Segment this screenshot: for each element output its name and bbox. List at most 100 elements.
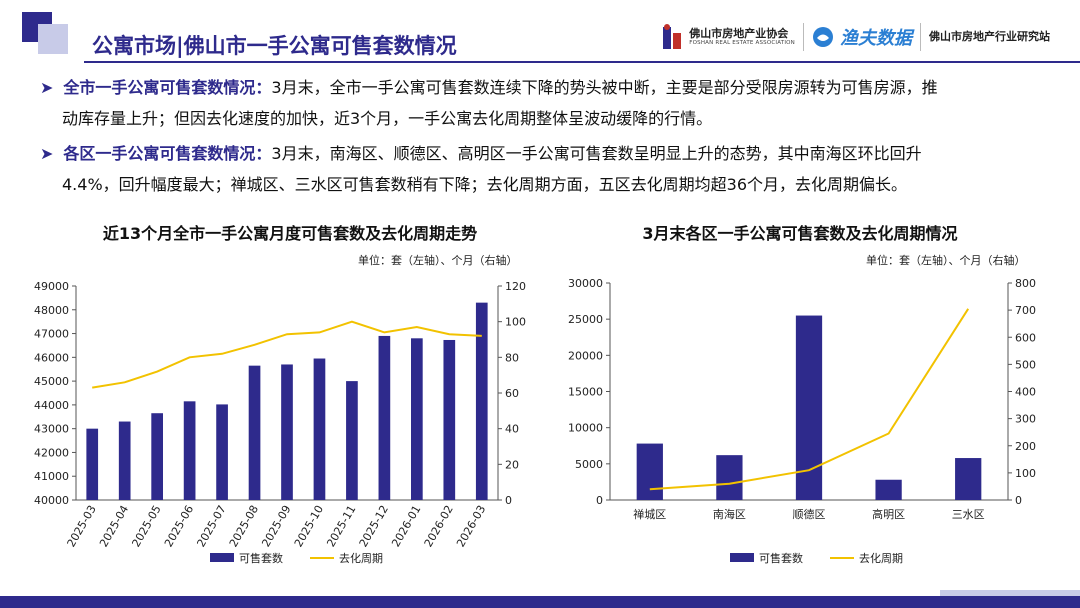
- association-logo: 佛山市房地产业协会 FOSHAN REAL ESTATE ASSOCIATION: [661, 23, 795, 51]
- chart1-x-tick-label: 2026-02: [422, 503, 456, 549]
- fisher-data-icon: [813, 27, 833, 47]
- chart1-line-series: [92, 320, 482, 389]
- chart2-x-tick-label: 三水区: [952, 508, 985, 521]
- bullet-text-line2: 动库存量上升；但因去化速度的加快，近3个月，一手公寓去化周期整体呈波动缓降的行情…: [62, 109, 713, 128]
- chart1-y-left-tick-label: 47000: [34, 328, 69, 341]
- chart1-y-left-tick-label: 48000: [34, 304, 69, 317]
- chart1-bar: [443, 339, 456, 500]
- chart1-legend-line-label: 去化周期: [339, 551, 383, 565]
- chart1-bar: [313, 358, 326, 500]
- chart2-title: 3月末各区一手公寓可售套数及去化周期情况: [642, 224, 958, 243]
- chart1-bar: [378, 335, 391, 500]
- chart2-y-left-tick-label: 25000: [568, 313, 603, 326]
- chart1-y-right-tick-label: 0: [505, 494, 512, 507]
- chart1-x-tick-label: 2026-03: [454, 503, 488, 549]
- chart1-unit-note: 单位：套（左轴）、个月（右轴）: [358, 254, 518, 267]
- chart1-y-right-tick-label: 60: [505, 387, 519, 400]
- footer-accent: [940, 590, 1080, 596]
- chart2-legend-bar-label: 可售套数: [759, 551, 803, 565]
- chart1-x-tick-label: 2025-07: [194, 503, 228, 549]
- chart1-bar: [475, 302, 488, 500]
- chart1-legend-bar-label: 可售套数: [239, 551, 283, 565]
- chart1-x-tick-label: 2025-11: [324, 503, 358, 549]
- chart2-y-left-tick-label: 0: [596, 494, 603, 507]
- footer-bar: [0, 596, 1080, 608]
- chart1-x-tick-label: 2025-12: [357, 503, 391, 549]
- chart1-x-tick-label: 2025-06: [162, 503, 196, 549]
- chart2-y-right-tick-label: 500: [1015, 358, 1036, 371]
- chart1-legend-bar-swatch: [210, 553, 234, 562]
- chart1-bar: [411, 338, 423, 500]
- chart1-y-left-tick-label: 40000: [34, 494, 69, 507]
- logo-separator: [803, 23, 804, 51]
- header-logos: 佛山市房地产业协会 FOSHAN REAL ESTATE ASSOCIATION…: [661, 20, 1050, 54]
- chart1-bar: [183, 401, 196, 500]
- chart2-x-tick-label: 顺德区: [793, 507, 826, 521]
- association-logo-icon: [663, 24, 682, 49]
- chart1-title: 近13个月全市一手公寓月度可售套数及去化周期走势: [102, 224, 478, 243]
- chart2-y-left-tick-label: 15000: [568, 386, 603, 399]
- chart2-y-left-tick-label: 20000: [568, 349, 603, 362]
- chart1-x-tick-label: 2025-05: [130, 503, 164, 549]
- chart2-y-right-tick-label: 300: [1015, 413, 1036, 426]
- chart1-y-left-tick-label: 45000: [34, 375, 69, 388]
- fisher-data-name: 渔夫数据: [840, 28, 912, 49]
- chart-district-inventory: 0 5000 10000 15000 20000 25000 30000 0 100 200 300…: [568, 277, 1036, 565]
- chart2-y-right-tick-label: 0: [1015, 494, 1022, 507]
- chart1-y-right-tick-label: 120: [505, 280, 526, 293]
- chart1-y-left-tick-label: 42000: [34, 446, 69, 459]
- page-title: 公寓市场|佛山市一手公寓可售套数情况: [92, 34, 457, 58]
- chart2-x-tick-label: 高明区: [872, 507, 905, 521]
- chart2-legend-line-label: 去化周期: [859, 551, 903, 565]
- chart2-y-left-tick-label: 30000: [568, 277, 603, 290]
- bullet-text-line1: 3月末，全市一手公寓可售套数连续下降的势头被中断，主要是部分受限房源转为可售房源…: [271, 78, 938, 97]
- chart2-y-left-tick-label: 5000: [575, 458, 603, 471]
- chart2-bar: [716, 455, 743, 500]
- chart1-y-right-tick-label: 40: [505, 423, 519, 436]
- chart1-x-tick-label: 2025-04: [97, 503, 131, 549]
- chart1-y-left-tick-label: 41000: [34, 470, 69, 483]
- chart1-x-tick-label: 2025-03: [65, 503, 99, 549]
- chart1-y-left-tick-label: 46000: [34, 351, 69, 364]
- chart2-y-left-tick-label: 10000: [568, 422, 603, 435]
- chart1-bar: [216, 404, 228, 500]
- chart1-y-right-tick-label: 80: [505, 351, 519, 364]
- chart1-bar: [281, 364, 293, 500]
- chart1-bar: [346, 381, 358, 500]
- bullet-arrow-icon: ➤: [40, 144, 54, 163]
- chart2-y-right-tick-label: 600: [1015, 331, 1036, 344]
- chart2-y-right-tick-label: 700: [1015, 304, 1036, 317]
- bullet-text-line2: 4.4%，回升幅度最大；禅城区、三水区可售套数稍有下降；去化周期方面，五区去化周…: [62, 175, 908, 194]
- chart2-y-right-tick-label: 400: [1015, 386, 1036, 399]
- chart1-y-right-tick-label: 20: [505, 458, 519, 471]
- bullet-label: 全市一手公寓可售套数情况：: [63, 78, 272, 97]
- chart2-y-right-tick-label: 200: [1015, 440, 1036, 453]
- chart1-x-tick-label: 2025-08: [227, 503, 261, 549]
- chart1-x-tick-label: 2025-09: [259, 503, 293, 549]
- logo-separator-2: [920, 23, 921, 51]
- chart1-bar: [248, 365, 261, 500]
- research-station-name: 佛山市房地产行业研究站: [929, 30, 1050, 43]
- chart2-unit-note: 单位：套（左轴）、个月（右轴）: [866, 254, 1026, 267]
- chart2-legend-bar-swatch: [730, 553, 754, 562]
- chart2-x-tick-label: 南海区: [713, 507, 746, 521]
- chart2-y-right-tick-label: 800: [1015, 277, 1036, 290]
- chart1-y-left-tick-label: 43000: [34, 423, 69, 436]
- bullet-citywide: ➤ 全市一手公寓可售套数情况：3月末，全市一手公寓可售套数连续下降的势头被中断，主…: [40, 72, 1052, 134]
- fisher-data-logo: 渔夫数据: [812, 24, 912, 50]
- chart1-y-right-tick-label: 100: [505, 316, 526, 329]
- chart2-bar: [636, 443, 663, 500]
- chart1-y-left-tick-label: 49000: [34, 280, 69, 293]
- bullet-districts: ➤ 各区一手公寓可售套数情况：3月末，南海区、顺德区、高明区一手公寓可售套数呈明显…: [40, 138, 1052, 200]
- chart2-y-right-tick-label: 100: [1015, 467, 1036, 480]
- bullet-label: 各区一手公寓可售套数情况：: [63, 144, 272, 163]
- chart1-bar: [118, 421, 131, 500]
- chart-monthly-inventory: 40000 41000 42000 43000 44000 45000 46000 47000…: [34, 280, 526, 565]
- chart2-line-series: [649, 308, 970, 491]
- chart2-bar: [875, 479, 902, 500]
- chart1-y-left-tick-label: 44000: [34, 399, 69, 412]
- chart1-bar: [151, 413, 163, 500]
- header-decoration-light: [38, 24, 68, 54]
- bullet-arrow-icon: ➤: [40, 78, 54, 97]
- association-name: 佛山市房地产业协会: [689, 27, 789, 40]
